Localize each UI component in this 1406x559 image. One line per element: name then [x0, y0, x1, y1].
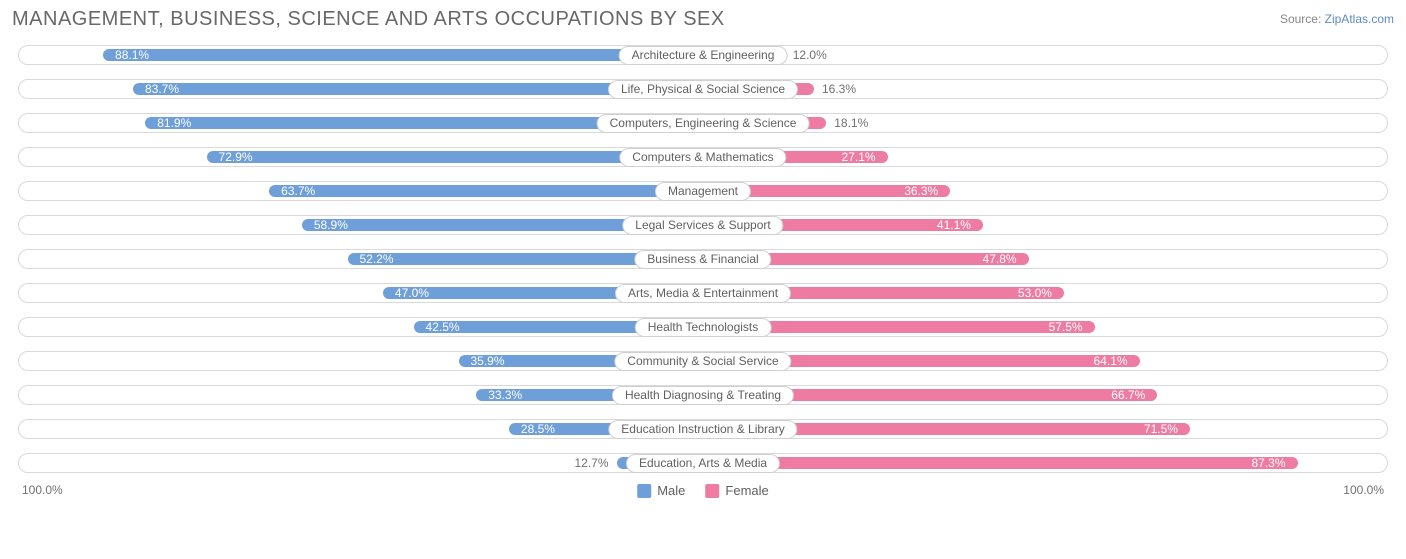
- category-pill: Education, Arts & Media: [626, 454, 780, 473]
- chart-row: 63.7% 36.3% Management: [12, 177, 1394, 205]
- male-pct-label: 58.9%: [314, 218, 348, 232]
- chart-row: 72.9% 27.1% Computers & Mathematics: [12, 143, 1394, 171]
- legend-swatch-female: [705, 484, 719, 498]
- source-attribution: Source: ZipAtlas.com: [1280, 8, 1394, 26]
- legend-item-male: Male: [637, 483, 685, 498]
- axis-and-legend: 100.0% Male Female 100.0%: [12, 483, 1394, 503]
- legend-item-female: Female: [705, 483, 768, 498]
- chart-row: 33.3% 66.7% Health Diagnosing & Treating: [12, 381, 1394, 409]
- category-pill: Arts, Media & Entertainment: [615, 284, 791, 303]
- diverging-bar-chart: 88.1% 12.0% Architecture & Engineering 83.7…: [12, 41, 1394, 477]
- category-pill: Health Technologists: [635, 318, 772, 337]
- female-pct-label: 16.3%: [822, 82, 856, 96]
- male-pct-label: 33.3%: [488, 388, 522, 402]
- male-pct-label: 63.7%: [281, 184, 315, 198]
- chart-row: 88.1% 12.0% Architecture & Engineering: [12, 41, 1394, 69]
- chart-row: 42.5% 57.5% Health Technologists: [12, 313, 1394, 341]
- female-pct-label: 64.1%: [1094, 354, 1128, 368]
- male-pct-label: 81.9%: [157, 116, 191, 130]
- male-pct-label: 12.7%: [574, 456, 608, 470]
- category-pill: Health Diagnosing & Treating: [612, 386, 794, 405]
- female-pct-label: 53.0%: [1018, 286, 1052, 300]
- female-bar: [703, 457, 1298, 469]
- category-pill: Computers & Mathematics: [619, 148, 786, 167]
- chart-row: 28.5% 71.5% Education Instruction & Librar…: [12, 415, 1394, 443]
- male-pct-label: 42.5%: [426, 320, 460, 334]
- female-pct-label: 12.0%: [793, 48, 827, 62]
- male-pct-label: 72.9%: [219, 150, 253, 164]
- male-pct-label: 83.7%: [145, 82, 179, 96]
- source-name: ZipAtlas.com: [1325, 12, 1394, 26]
- chart-row: 47.0% 53.0% Arts, Media & Entertainment: [12, 279, 1394, 307]
- chart-row: 52.2% 47.8% Business & Financial: [12, 245, 1394, 273]
- category-pill: Management: [655, 182, 751, 201]
- chart-row: 58.9% 41.1% Legal Services & Support: [12, 211, 1394, 239]
- header: MANAGEMENT, BUSINESS, SCIENCE AND ARTS O…: [12, 8, 1394, 31]
- female-pct-label: 71.5%: [1144, 422, 1178, 436]
- category-pill: Education Instruction & Library: [608, 420, 797, 439]
- chart-row: 83.7% 16.3% Life, Physical & Social Scienc…: [12, 75, 1394, 103]
- female-pct-label: 47.8%: [983, 252, 1017, 266]
- category-pill: Life, Physical & Social Science: [608, 80, 798, 99]
- male-pct-label: 88.1%: [115, 48, 149, 62]
- female-pct-label: 27.1%: [842, 150, 876, 164]
- legend-label-female: Female: [725, 483, 768, 498]
- female-pct-label: 66.7%: [1111, 388, 1145, 402]
- female-pct-label: 87.3%: [1252, 456, 1286, 470]
- male-pct-label: 47.0%: [395, 286, 429, 300]
- axis-right-label: 100.0%: [1343, 483, 1384, 497]
- female-pct-label: 18.1%: [834, 116, 868, 130]
- category-pill: Architecture & Engineering: [619, 46, 788, 65]
- category-pill: Legal Services & Support: [622, 216, 783, 235]
- source-label: Source:: [1280, 12, 1321, 26]
- female-pct-label: 41.1%: [937, 218, 971, 232]
- category-pill: Community & Social Service: [614, 352, 791, 371]
- axis-left-label: 100.0%: [22, 483, 63, 497]
- female-pct-label: 57.5%: [1049, 320, 1083, 334]
- category-pill: Business & Financial: [634, 250, 771, 269]
- male-bar: [269, 185, 703, 197]
- male-pct-label: 35.9%: [471, 354, 505, 368]
- legend-swatch-male: [637, 484, 651, 498]
- legend-label-male: Male: [657, 483, 685, 498]
- female-pct-label: 36.3%: [904, 184, 938, 198]
- male-bar: [103, 49, 703, 61]
- legend: Male Female: [637, 483, 769, 498]
- chart-row: 12.7% 87.3% Education, Arts & Media: [12, 449, 1394, 477]
- male-pct-label: 28.5%: [521, 422, 555, 436]
- chart-row: 35.9% 64.1% Community & Social Service: [12, 347, 1394, 375]
- chart-title: MANAGEMENT, BUSINESS, SCIENCE AND ARTS O…: [12, 8, 725, 31]
- chart-row: 81.9% 18.1% Computers, Engineering & Scien…: [12, 109, 1394, 137]
- category-pill: Computers, Engineering & Science: [597, 114, 810, 133]
- male-pct-label: 52.2%: [360, 252, 394, 266]
